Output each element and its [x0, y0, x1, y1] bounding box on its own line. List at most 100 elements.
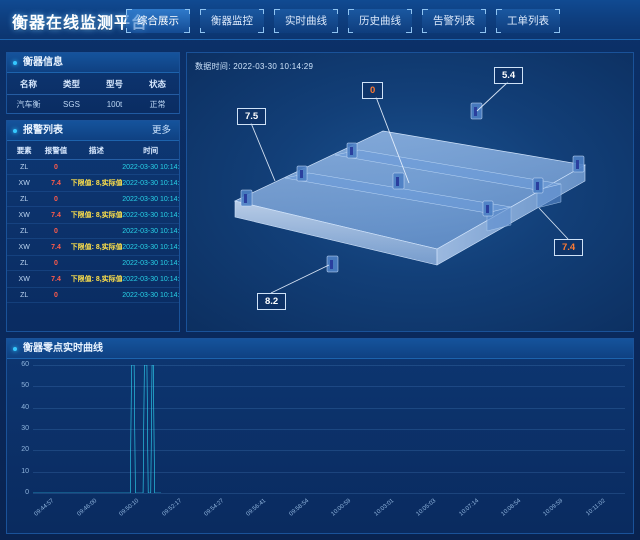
- alarm-cell: 2022-03-30 10:14:27: [122, 223, 179, 239]
- x-axis-tick-label: 10:05:03: [415, 498, 438, 518]
- sensor-callout-s5[interactable]: 8.2: [257, 293, 287, 310]
- callout-leader-line: [538, 207, 569, 240]
- sensor-callout-s4[interactable]: 7.4: [554, 239, 584, 256]
- gridline: [33, 429, 625, 430]
- chart-header: 衡器零点实时曲线: [7, 339, 633, 359]
- y-axis-tick-label: 10: [21, 467, 29, 475]
- nav-tab-3[interactable]: 历史曲线: [348, 9, 412, 33]
- x-axis-tick-label: 09:44:57: [33, 498, 56, 518]
- alarm-list-title: 报警列表: [23, 125, 63, 136]
- x-axis-tick-label: 10:09:59: [542, 498, 565, 518]
- table-row[interactable]: ZL0 2022-03-30 10:14:28: [7, 191, 179, 207]
- sensor-callout-s3[interactable]: 5.4: [494, 67, 524, 84]
- gridline: [33, 450, 625, 452]
- alarm-cell: [70, 255, 123, 271]
- chart-plot-area[interactable]: 0 10 20 30 40 50 60 09:44:57 09:46:00 09:50:10 09…: [7, 359, 633, 533]
- alarm-cell: [70, 191, 123, 207]
- nav-tab-label: 工单列表: [507, 15, 549, 27]
- device-column-header: 名称: [7, 73, 50, 95]
- device-info-header: 衡器信息: [7, 53, 179, 73]
- weighbridge-scene-panel: 数据时间: 2022-03-30 10:14:29: [186, 52, 634, 332]
- y-axis-tick-label: 60: [21, 361, 29, 368]
- table-row[interactable]: ZL0 2022-03-30 10:14:25: [7, 287, 179, 303]
- y-axis-tick-label: 50: [21, 382, 29, 390]
- alarm-more-link[interactable]: 更多: [151, 125, 171, 136]
- alarm-cell: 0: [41, 223, 71, 239]
- x-axis-tick-label: 09:50:10: [118, 498, 141, 518]
- nav-tab-0[interactable]: 综合展示: [126, 9, 190, 33]
- weighbridge-3d-view[interactable]: 数据时间: 2022-03-30 10:14:29: [187, 53, 633, 331]
- gridline: [33, 407, 625, 409]
- nav-tab-label: 衡器监控: [211, 15, 253, 27]
- alarm-cell: 0: [41, 191, 71, 207]
- alarm-cell: XW: [7, 174, 42, 192]
- alarm-cell: 2022-03-30 10:14:26: [122, 255, 179, 271]
- data-time-label: 数据时间: 2022-03-30 10:14:29: [195, 62, 314, 71]
- callout-leader-line: [476, 81, 509, 112]
- x-axis-tick-label: 10:00:59: [330, 498, 353, 518]
- alarm-cell: XW: [7, 270, 42, 288]
- device-column-header: 型号: [93, 73, 136, 95]
- alarm-column-header: 报警值: [41, 141, 71, 160]
- device-column-header: 类型: [50, 73, 93, 95]
- alarm-cell: [70, 223, 123, 239]
- alarm-cell: 2022-03-30 10:14:28: [122, 206, 179, 224]
- alarm-cell: 7.4: [41, 174, 71, 192]
- alarm-table-header-row: 要素 报警值 描述 时间: [7, 141, 179, 160]
- nav-tab-4[interactable]: 告警列表: [422, 9, 486, 33]
- alarm-cell: ZL: [7, 223, 42, 239]
- bullet-icon: [13, 129, 17, 133]
- alarm-column-header: 要素: [7, 141, 42, 160]
- sensor-callout-s2[interactable]: 0: [362, 82, 384, 99]
- device-info-title: 衡器信息: [23, 57, 63, 68]
- alarm-cell: 0: [41, 255, 71, 271]
- weighbridge-model-svg: [233, 81, 587, 294]
- x-axis-tick-label: 10:07:14: [457, 498, 480, 518]
- alarm-column-header: 描述: [70, 141, 123, 160]
- nav-tab-5[interactable]: 工单列表: [496, 9, 560, 33]
- alarm-cell: 下限值: 8,实际值: 7.4: [70, 206, 123, 224]
- alarm-cell: 7.4: [41, 238, 71, 256]
- nav-tab-2[interactable]: 实时曲线: [274, 9, 338, 33]
- table-row[interactable]: ZL0 2022-03-30 10:14:29: [7, 159, 179, 175]
- alarm-cell: [70, 159, 123, 175]
- nav-tab-1[interactable]: 衡器监控: [200, 9, 264, 33]
- alarm-cell: ZL: [7, 159, 42, 175]
- alarm-cell: 下限值: 8,实际值: 7.4: [70, 270, 123, 288]
- x-axis-tick-label: 09:46:00: [76, 498, 98, 518]
- alarm-cell: 2022-03-30 10:14:27: [122, 238, 179, 256]
- x-axis-tick-label: 10:11:02: [585, 498, 607, 518]
- alarm-cell: 2022-03-30 10:14:28: [122, 191, 179, 207]
- alarm-cell: ZL: [7, 255, 42, 271]
- device-cell: 100t: [93, 94, 136, 114]
- x-axis-tick-label: 09:52:17: [160, 498, 183, 518]
- y-axis-tick-label: 30: [21, 425, 29, 432]
- device-table-header-row: 名称 类型 型号 状态: [7, 73, 179, 95]
- table-row[interactable]: ZL0 2022-03-30 10:14:26: [7, 255, 179, 271]
- table-row[interactable]: 汽车衡 SGS 100t 正常: [7, 94, 179, 114]
- x-axis-tick-label: 10:08:54: [500, 498, 523, 518]
- device-table-body: 汽车衡 SGS 100t 正常: [7, 94, 179, 114]
- alarm-cell: 7.4: [41, 270, 71, 288]
- sensor-callout-s1[interactable]: 7.5: [237, 108, 267, 125]
- alarm-cell: XW: [7, 238, 42, 256]
- table-row[interactable]: ZL0 2022-03-30 10:14:27: [7, 223, 179, 239]
- device-info-panel: 衡器信息 名称 类型 型号 状态 汽车衡 SGS 100t 正常: [6, 52, 180, 114]
- y-axis-tick-label: 40: [21, 403, 29, 411]
- bullet-icon: [13, 61, 17, 65]
- chart-title: 衡器零点实时曲线: [23, 343, 103, 354]
- nav-tab-label: 历史曲线: [359, 15, 401, 27]
- callout-leader-line: [270, 264, 330, 294]
- alarm-cell: 2022-03-30 10:14:29: [122, 174, 179, 192]
- main-nav: 综合展示 衡器监控 实时曲线 历史曲线 告警列表 工单列表: [126, 9, 560, 33]
- gridline: [33, 386, 625, 388]
- alarm-cell: 2022-03-30 10:14:25: [122, 287, 179, 303]
